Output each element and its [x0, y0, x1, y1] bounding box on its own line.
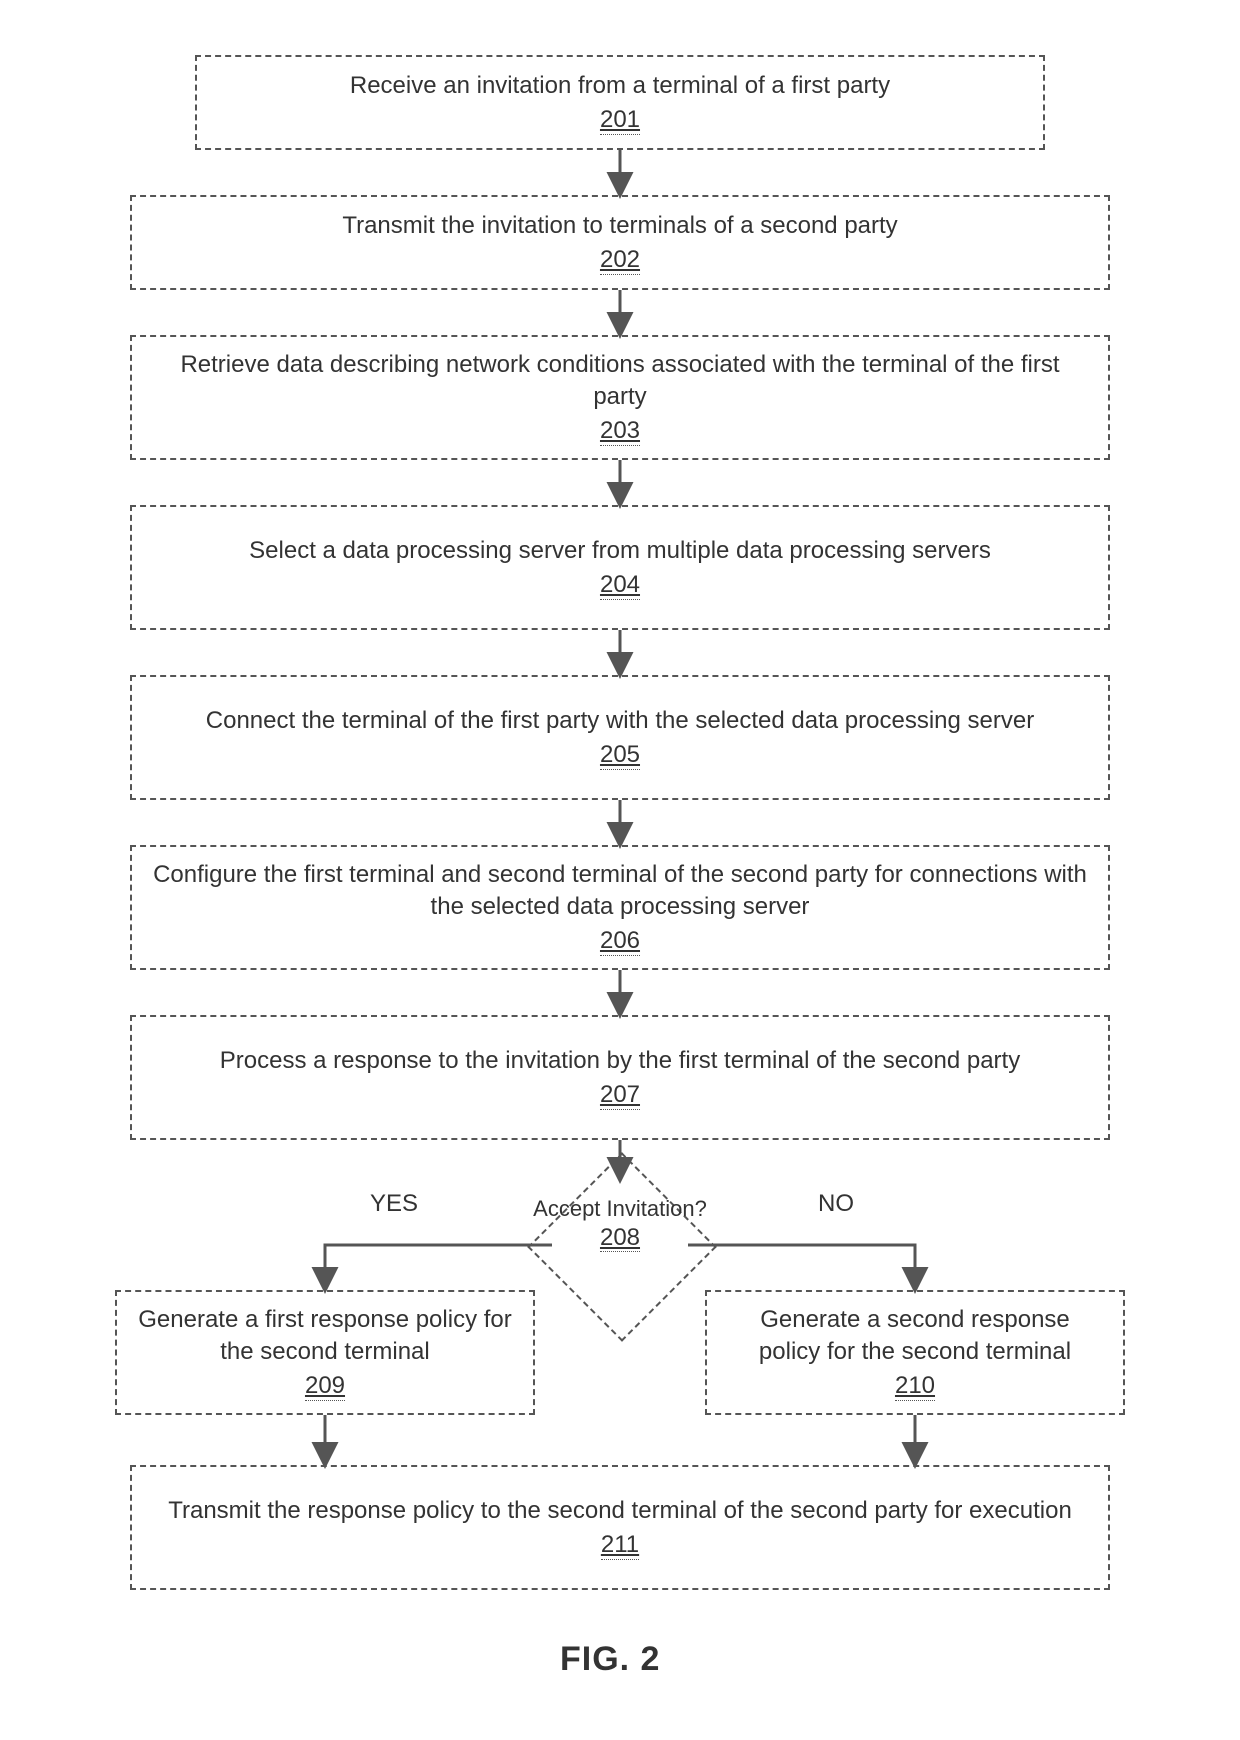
figure-label: FIG. 2 [560, 1640, 660, 1679]
edge-label-no: NO [818, 1190, 854, 1218]
flowchart-canvas: Receive an invitation from a terminal of… [0, 0, 1240, 1740]
flow-edges [0, 0, 1240, 1740]
edge-label-yes: YES [370, 1190, 418, 1218]
